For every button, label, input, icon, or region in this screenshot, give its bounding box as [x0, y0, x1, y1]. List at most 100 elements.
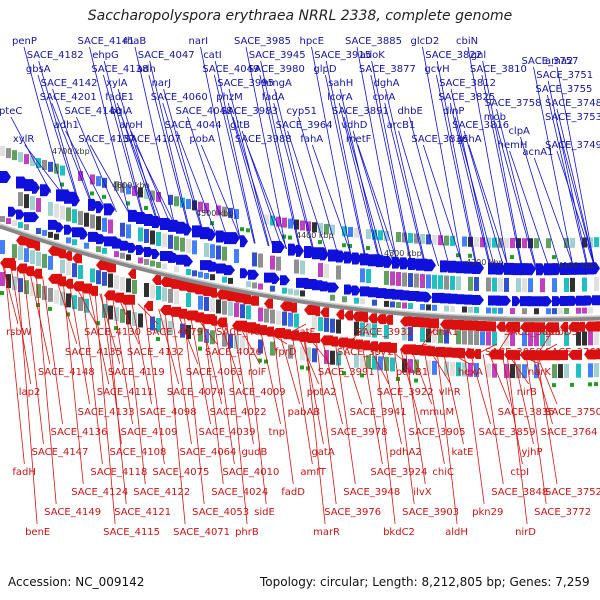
reverse-leader-line	[81, 288, 103, 465]
reverse-gene-arrow	[376, 314, 386, 325]
gc-segment	[546, 238, 551, 249]
forward-gene-arrow	[352, 285, 361, 296]
gc-segment	[126, 310, 131, 325]
gc-segment	[486, 277, 491, 292]
reverse-leader-line	[220, 322, 242, 385]
forward-gene-arrow	[280, 275, 290, 286]
gc-segment	[300, 290, 305, 297]
kbp-tick-label: 4500 kbp	[196, 209, 234, 218]
reverse-gene-arrow	[456, 348, 465, 359]
gc-segment	[384, 270, 389, 285]
forward-leader-line	[135, 144, 177, 228]
gc-segment	[366, 229, 371, 240]
gc-segment	[510, 238, 515, 249]
gc-segment	[36, 252, 41, 267]
gc-segment	[384, 356, 389, 371]
reverse-gene-label: rolF	[248, 367, 267, 378]
gc-segment	[426, 328, 431, 343]
reverse-leader-line	[16, 267, 38, 525]
gc-segment	[120, 182, 125, 193]
gc-segment	[444, 275, 449, 290]
map-title: Saccharopolyspora erythraea NRRL 2338, c…	[87, 8, 513, 24]
forward-gene-label: glpD	[313, 64, 336, 75]
reverse-gene-label: pabAB	[288, 407, 321, 418]
gc-segment	[504, 363, 509, 378]
reverse-leader-line	[334, 341, 356, 485]
gc-segment	[324, 223, 329, 234]
gc-segment	[36, 284, 41, 299]
gc-segment	[198, 201, 203, 212]
reverse-gene-arrow	[288, 330, 299, 341]
gc-segment	[276, 256, 281, 271]
gc-segment	[54, 289, 59, 304]
gc-segment	[24, 154, 29, 165]
gc-segment	[198, 327, 203, 342]
forward-leader-line	[10, 116, 52, 194]
gc-segment	[210, 274, 215, 281]
reverse-gene-label: katE	[451, 447, 473, 458]
gc-segment	[282, 311, 287, 326]
forward-gene-arrow	[288, 243, 298, 256]
reverse-leader-line	[10, 265, 32, 385]
reverse-leader-line	[201, 318, 223, 405]
forward-gene-label: SACE_3810	[470, 64, 527, 75]
gc-segment	[138, 257, 143, 264]
gc-segment	[588, 331, 593, 346]
gc-segment	[102, 217, 107, 232]
forward-leader-line	[454, 116, 496, 269]
forward-leader-line	[311, 46, 352, 259]
forward-gene-label: SACE_4182	[27, 50, 84, 61]
gc-segment	[18, 152, 23, 163]
gc-segment	[420, 327, 425, 342]
forward-gene-arrow	[472, 261, 484, 274]
gc-segment	[402, 272, 407, 287]
forward-leader-line	[556, 108, 596, 269]
gc-segment	[552, 308, 557, 315]
reverse-gene-arrow	[576, 321, 585, 332]
gc-segment	[492, 363, 497, 378]
gc-segment	[420, 273, 425, 288]
gc-segment	[24, 280, 29, 295]
gc-segment	[576, 331, 581, 346]
reverse-gene-label: benE	[25, 527, 50, 538]
gc-segment	[396, 232, 401, 243]
forward-gene-label: penP	[12, 36, 37, 47]
gc-segment	[96, 270, 101, 285]
forward-leader-line	[370, 74, 412, 265]
forward-leader-line	[371, 60, 413, 265]
forward-gene-label: SACE_3980	[248, 64, 305, 75]
gc-segment	[486, 331, 491, 346]
reverse-gene-label: SACE_3922	[377, 387, 434, 398]
reverse-leader-line	[226, 324, 248, 525]
forward-leader-line	[533, 157, 575, 269]
kbp-tick-label: 4100 kbp	[558, 261, 596, 270]
gc-segment	[162, 319, 167, 334]
gc-segment	[444, 361, 449, 376]
gc-segment	[288, 288, 293, 295]
forward-leader-line	[324, 74, 366, 260]
gc-segment	[402, 358, 407, 373]
forward-gene-arrow	[64, 224, 73, 235]
gc-segment	[372, 229, 377, 240]
forward-gene-arrow	[424, 259, 436, 272]
gc-segment	[264, 308, 269, 323]
forward-gene-label: ehpG	[92, 50, 119, 61]
forward-gene-label: SACE_3749	[545, 140, 600, 151]
gc-segment	[168, 194, 173, 205]
gc-segment	[552, 364, 557, 379]
gc-segment	[450, 361, 455, 376]
gc-segment	[510, 308, 515, 315]
reverse-leader-line	[94, 292, 116, 525]
reverse-gene-label: SACE_4024	[211, 487, 268, 498]
reverse-gene-label: aldH	[445, 527, 468, 538]
gc-segment	[108, 273, 113, 288]
gc-segment	[486, 237, 491, 248]
gc-segment	[360, 268, 365, 283]
gc-segment	[354, 297, 359, 304]
feature-dot	[342, 243, 346, 248]
reverse-gene-label: phrB	[235, 527, 259, 538]
gc-segment	[426, 234, 431, 245]
reverse-leader-line	[536, 355, 558, 405]
forward-gene-arrow	[272, 240, 285, 253]
forward-gene-label: SACE_4049	[202, 64, 259, 75]
